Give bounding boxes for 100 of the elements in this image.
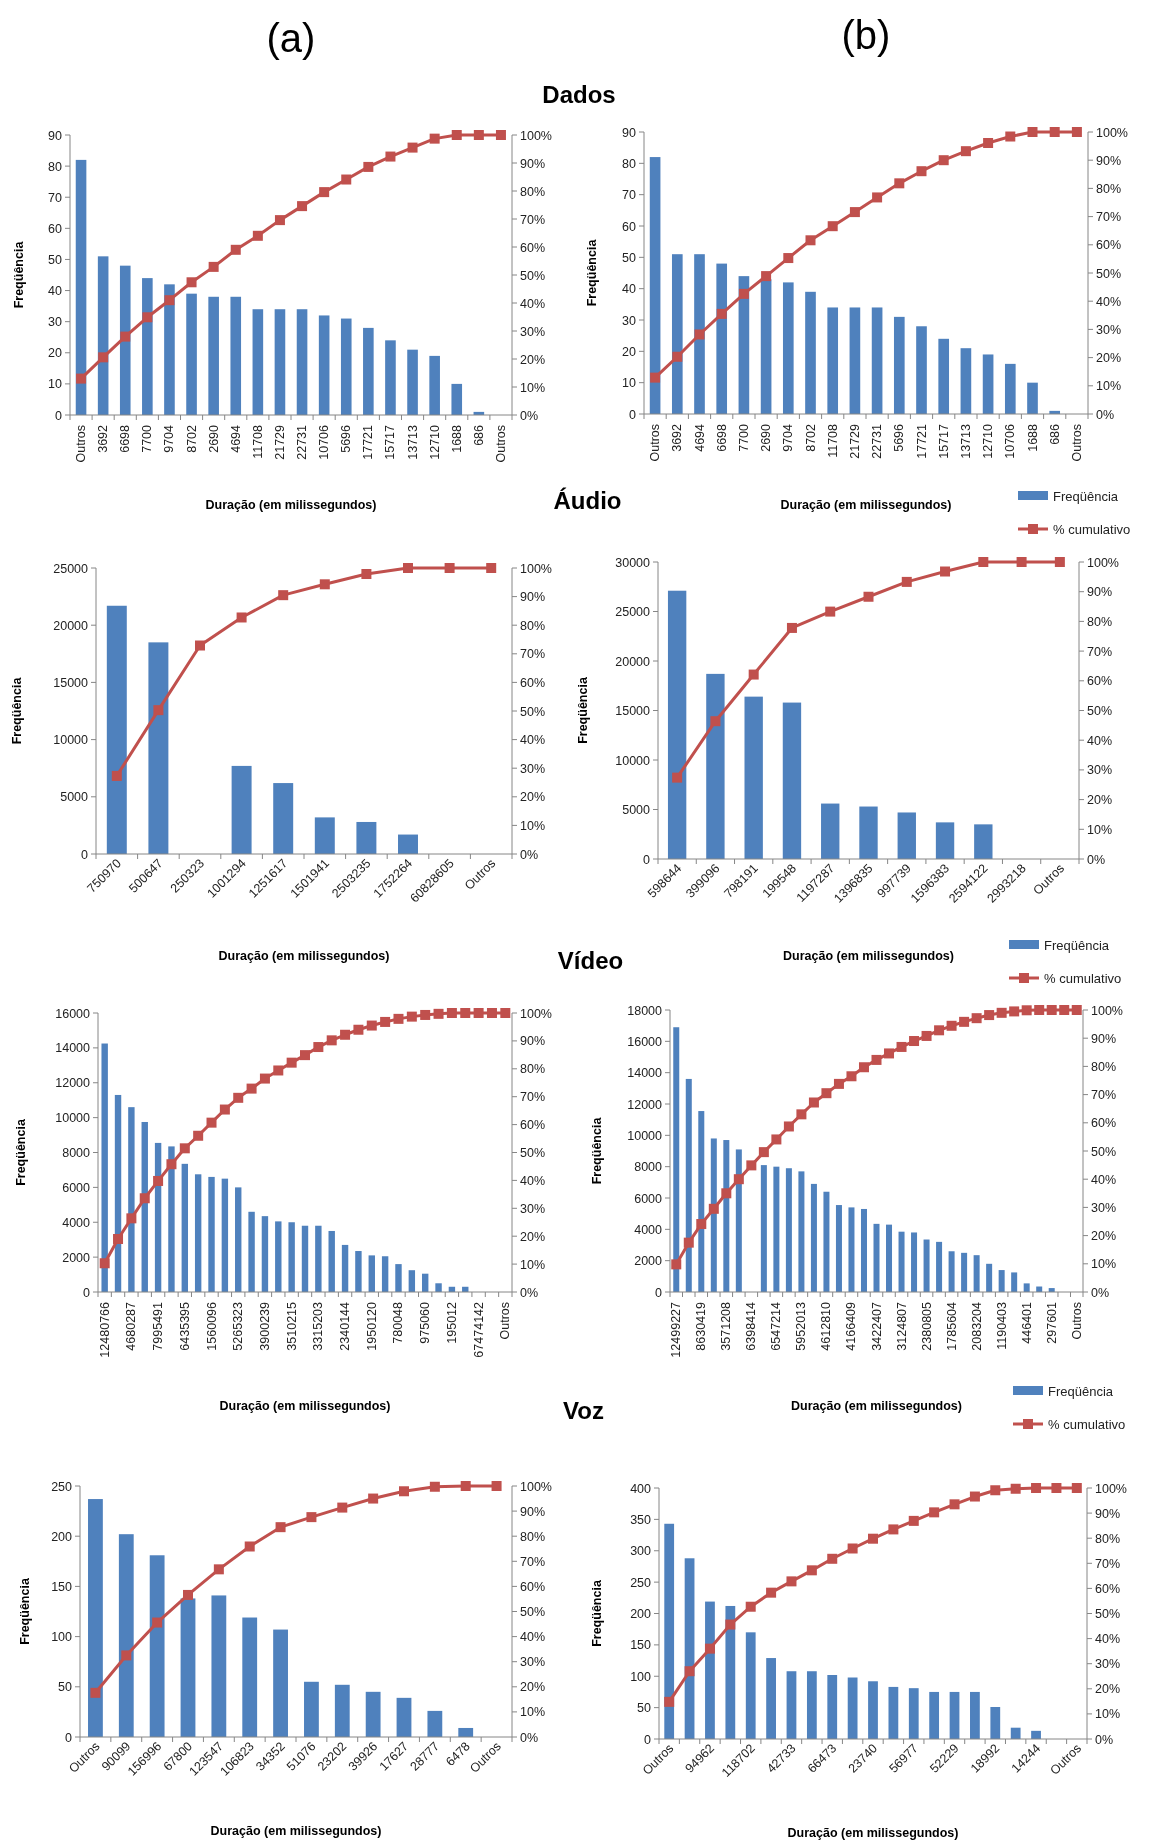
x-tick-label: 8630419	[694, 1301, 709, 1351]
y2-tick-label: 20%	[1091, 1229, 1117, 1244]
y2-tick-label: 10%	[520, 380, 546, 395]
point	[297, 201, 308, 212]
y2-tick-label: 60%	[1096, 238, 1122, 253]
bar	[1010, 1727, 1021, 1739]
y-tick-label: 0	[655, 1285, 663, 1300]
bar	[242, 1617, 258, 1737]
bar	[396, 1697, 412, 1737]
point	[748, 669, 759, 680]
point	[195, 640, 205, 651]
y-tick-label: 100	[51, 1630, 73, 1645]
x-tick-label: 8702	[803, 423, 818, 452]
bar	[363, 327, 374, 415]
bar	[986, 1263, 993, 1292]
x-tick-label: 4694	[228, 424, 243, 453]
point	[901, 576, 912, 587]
x-tick-label: 6698	[118, 424, 133, 453]
point	[894, 178, 905, 189]
bar	[248, 1211, 255, 1292]
x-tick-label: 686	[471, 424, 486, 446]
point	[366, 1020, 377, 1031]
point	[420, 1009, 431, 1020]
point	[486, 1008, 497, 1018]
bar	[685, 1078, 692, 1292]
bar	[888, 1686, 899, 1739]
bar	[128, 1107, 135, 1292]
x-tick-label: 13713	[958, 423, 973, 459]
y2-tick-label: 90%	[520, 590, 546, 605]
bar	[458, 1727, 474, 1737]
point	[1010, 1483, 1021, 1494]
y-tick-label: 0	[55, 408, 63, 423]
x-tick-label: 446401	[1019, 1301, 1034, 1344]
y-tick-label: 40	[622, 282, 637, 297]
point	[486, 563, 497, 573]
y-axis-title: Freqüência	[10, 676, 24, 745]
point	[460, 1481, 471, 1491]
bar	[1023, 1283, 1030, 1292]
y-tick-label: 5000	[60, 790, 89, 805]
bar	[810, 1183, 817, 1292]
point	[259, 1073, 270, 1084]
y-tick-label: 0	[81, 847, 89, 862]
x-axis-title: Duração (em milissegundos)	[205, 498, 377, 512]
y-axis-title: Freqüência	[590, 1116, 604, 1185]
bar	[973, 1255, 980, 1292]
point	[495, 130, 506, 140]
point	[983, 138, 994, 148]
y2-tick-label: 10%	[520, 1257, 546, 1272]
bar	[211, 1595, 227, 1737]
y2-tick-label: 30%	[1095, 1657, 1121, 1672]
y2-tick-label: 40%	[1091, 1172, 1117, 1187]
y2-tick-label: 30%	[1091, 1200, 1117, 1215]
y-tick-label: 50	[637, 1701, 652, 1716]
x-tick-label: 7700	[736, 423, 751, 452]
point	[121, 1650, 132, 1661]
bar	[785, 1168, 792, 1292]
bar	[710, 1138, 717, 1292]
x-tick-label: 297601	[1044, 1301, 1059, 1344]
bar	[782, 282, 794, 414]
point	[949, 1499, 960, 1510]
point	[446, 1008, 457, 1018]
point	[934, 1025, 945, 1036]
y2-tick-label: 10%	[1096, 379, 1122, 394]
point	[166, 1159, 177, 1170]
bar	[893, 316, 905, 414]
point	[821, 1088, 832, 1099]
point	[319, 579, 330, 590]
bar	[1011, 1272, 1018, 1292]
point	[153, 705, 164, 716]
bar	[760, 279, 772, 414]
point	[786, 1576, 797, 1587]
bar	[355, 1251, 362, 1292]
y2-tick-label: 90%	[1091, 1031, 1117, 1046]
point	[884, 1048, 895, 1059]
point	[406, 1011, 417, 1022]
bar	[938, 338, 950, 414]
point	[745, 1601, 756, 1612]
x-tick-label: 3510215	[284, 1301, 299, 1351]
point	[491, 1481, 502, 1491]
point	[849, 207, 860, 218]
x-tick-label: 12710	[427, 424, 442, 460]
y2-tick-label: 70%	[520, 1554, 546, 1569]
y2-tick-label: 30%	[520, 1201, 546, 1216]
y-tick-label: 18000	[627, 1003, 663, 1018]
y2-tick-label: 10%	[520, 1705, 546, 1720]
y2-tick-label: 70%	[1087, 644, 1113, 659]
y2-tick-label: 100%	[1091, 1003, 1123, 1018]
x-tick-label: Outros	[1069, 424, 1084, 462]
x-tick-label: 5696	[339, 424, 354, 453]
y2-tick-label: 40%	[520, 296, 546, 311]
y-tick-label: 16000	[627, 1034, 663, 1049]
y-tick-label: 60	[622, 219, 637, 234]
point	[213, 1564, 224, 1575]
bar	[208, 1176, 215, 1292]
point	[888, 1524, 899, 1535]
y-tick-label: 0	[65, 1730, 73, 1745]
y-tick-label: 2000	[62, 1250, 91, 1265]
point	[252, 230, 263, 241]
point	[433, 1008, 444, 1019]
bar	[273, 783, 294, 854]
